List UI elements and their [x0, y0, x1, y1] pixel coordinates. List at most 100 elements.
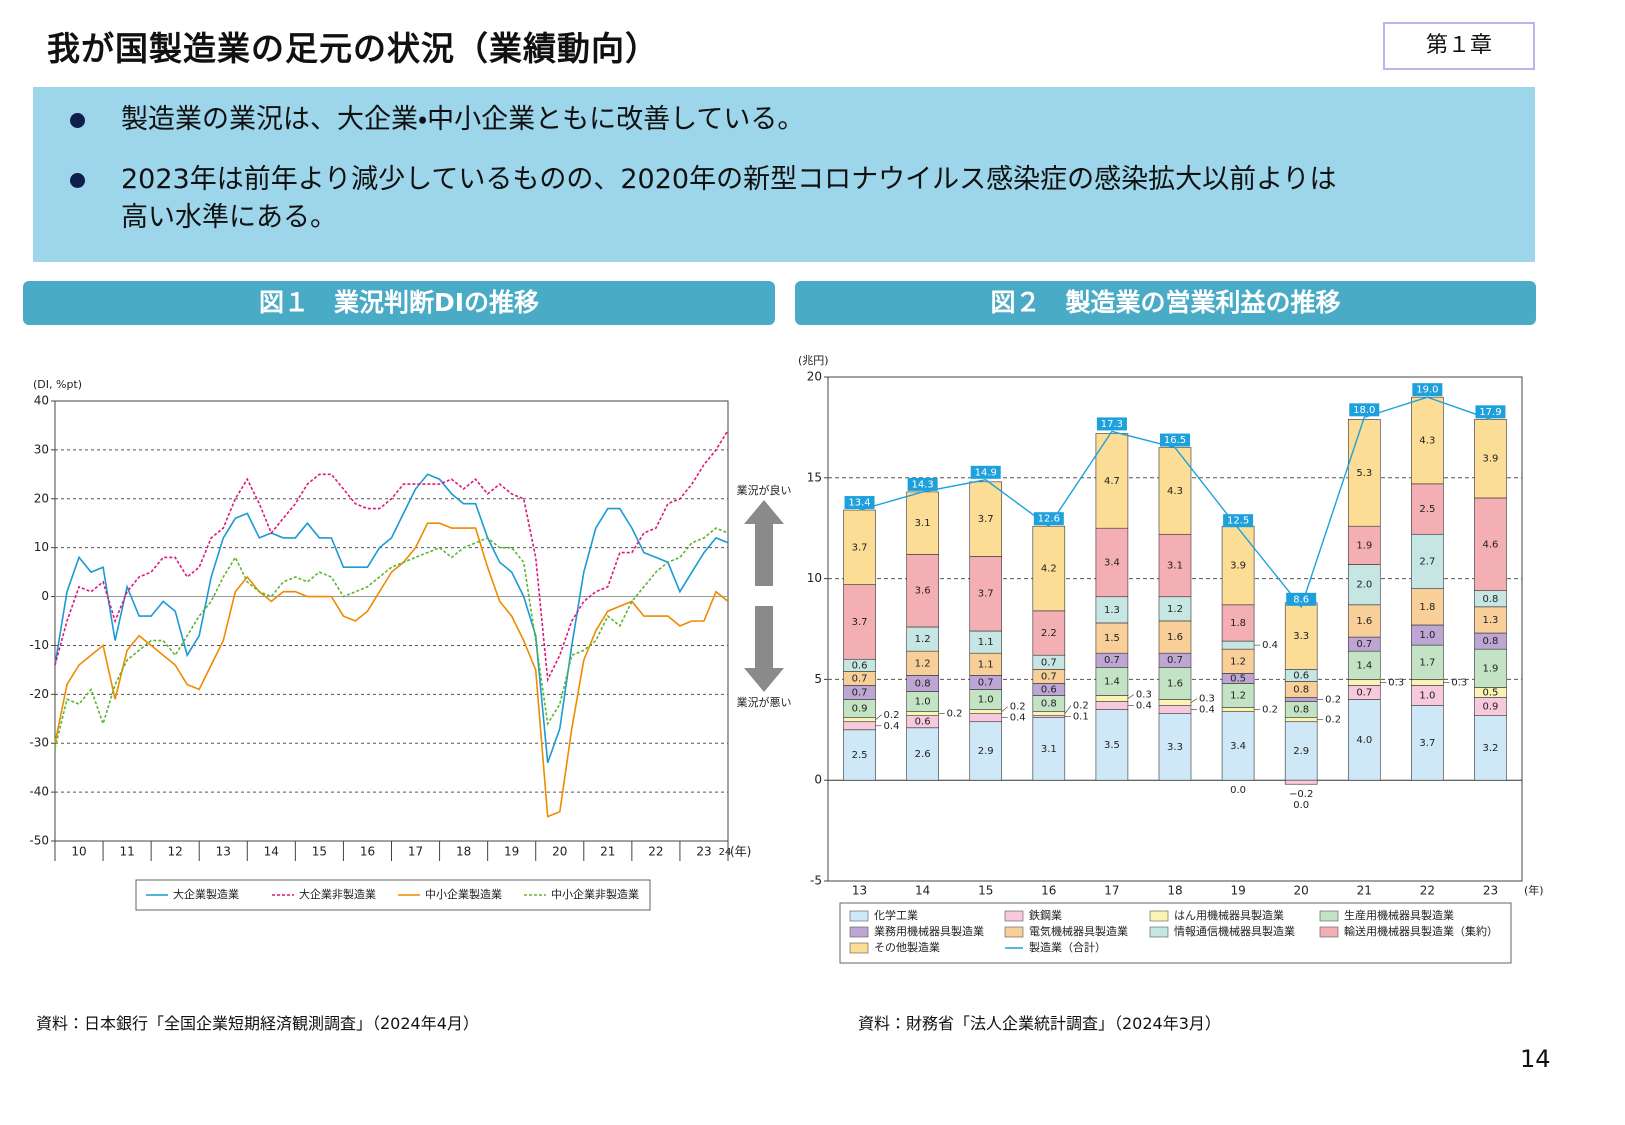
x-tick-label: 23 — [696, 845, 711, 859]
x-axis-label: (年) — [730, 845, 751, 859]
panel-title: 図２ 製造業の営業利益の推移 — [795, 281, 1536, 325]
value-label: 5.3 — [1356, 468, 1372, 479]
legend-label: 生産用機械器具製造業 — [1344, 908, 1454, 922]
bar-segment — [1032, 525, 1066, 612]
bar-segment — [1032, 715, 1066, 719]
x-tick-label: 12 — [168, 845, 183, 859]
legend — [135, 879, 651, 911]
value-label: 3.4 — [1230, 741, 1246, 752]
legend-label: 大企業製造業 — [173, 887, 239, 901]
legend-swatch — [1319, 910, 1339, 922]
legend — [839, 902, 1512, 964]
value-label: 4.6 — [1483, 539, 1499, 550]
bar-segment — [1158, 596, 1192, 622]
value-label: 3.4 — [1104, 557, 1120, 568]
bullet: 2023年は前年より減少しているものの、2020年の新型コロナウイルス感染症の感… — [33, 161, 1535, 237]
value-label: 1.6 — [1356, 616, 1372, 627]
x-tick-label: 20 — [1294, 884, 1309, 898]
value-label: 0.1 — [1073, 712, 1089, 723]
value-label: 0.4 — [1136, 701, 1152, 712]
bar-segment — [1032, 717, 1066, 781]
value-label: 1.6 — [1167, 678, 1183, 689]
bar-segment — [1284, 721, 1318, 781]
x-tick-label: 10 — [71, 845, 86, 859]
y-tick-label: -10 — [29, 638, 49, 652]
bar-segment — [1347, 604, 1381, 638]
legend-swatch — [1004, 910, 1024, 922]
x-tick-label: 19 — [1230, 884, 1245, 898]
y-tick-label: -20 — [29, 687, 49, 701]
total-label: 14.3 — [912, 479, 934, 490]
x-tick-label: 22 — [648, 845, 663, 859]
bullet-text: 2023年は前年より減少しているものの、2020年の新型コロナウイルス感染症の感… — [121, 164, 1337, 195]
x-tick-label: 15 — [312, 845, 327, 859]
value-label: 0.8 — [1483, 636, 1499, 647]
value-label: 0.7 — [1356, 688, 1372, 699]
value-label: 1.2 — [1167, 604, 1183, 615]
leader-line — [1064, 705, 1072, 714]
value-label: 1.1 — [978, 637, 994, 648]
bar-segment — [1474, 648, 1507, 688]
bar-segment — [1158, 620, 1192, 654]
legend-label: 製造業（合計） — [1029, 940, 1106, 954]
bar-segment — [1284, 717, 1318, 723]
total-badge — [1096, 417, 1127, 431]
bar-segment — [969, 709, 1003, 714]
bar-segment — [1474, 715, 1507, 781]
total-label: 19.0 — [1416, 385, 1438, 396]
plot-area — [54, 400, 729, 842]
bar-segment — [1221, 648, 1255, 674]
value-label: −0.2 — [1289, 789, 1313, 800]
value-label: 0.6 — [1293, 670, 1309, 681]
value-label: 0.8 — [1293, 705, 1309, 716]
x-tick-label: 23 — [1483, 884, 1498, 898]
value-label: 0.8 — [1483, 594, 1499, 605]
total-badge — [1349, 403, 1380, 417]
x-tick-label: 21 — [600, 845, 615, 859]
total-label: 14.9 — [975, 467, 997, 478]
total-label: 18.0 — [1353, 405, 1375, 416]
y-tick-label: 20 — [34, 491, 49, 505]
bar-segment — [1158, 699, 1192, 706]
value-label: 1.2 — [1230, 656, 1246, 667]
line-series — [54, 522, 729, 818]
x-tick-label: 17 — [408, 845, 423, 859]
value-label: 3.1 — [1167, 560, 1183, 571]
line-series — [54, 527, 729, 749]
bar-segment — [1347, 419, 1381, 527]
bar-segment — [1474, 606, 1507, 634]
bar-segment — [1411, 588, 1444, 626]
bar-segment — [906, 727, 939, 781]
bullet-list: 製造業の業況は、大企業・中小企業ともに改善している。 2023年は前年より減少して… — [33, 101, 1535, 237]
bar-segment — [1095, 622, 1129, 654]
value-label: 1.3 — [1483, 615, 1499, 626]
y-axis-label: (兆円) — [798, 354, 829, 367]
x-tick-label: 14 — [915, 884, 930, 898]
value-label: 1.3 — [1104, 605, 1120, 616]
value-label: 1.0 — [915, 697, 931, 708]
bar-segment — [843, 717, 876, 723]
legend-label: 輸送用機械器具製造業（集約） — [1344, 924, 1498, 938]
total-label: 12.6 — [1038, 514, 1060, 525]
value-label: 1.1 — [978, 659, 994, 670]
legend-label: 化学工業 — [874, 908, 918, 922]
bar-segment — [906, 626, 939, 652]
legend-swatch — [849, 926, 869, 938]
total-badge — [844, 496, 875, 510]
value-label: 0.8 — [1041, 699, 1057, 710]
bar-segment — [1284, 779, 1318, 785]
total-label: 17.9 — [1479, 407, 1501, 418]
total-badge — [1412, 383, 1443, 397]
legend-swatch — [1004, 926, 1024, 938]
value-label: 3.9 — [1483, 454, 1499, 465]
bar-segment — [1158, 705, 1192, 714]
legend-label: 大企業非製造業 — [299, 887, 376, 901]
value-label: 4.3 — [1167, 486, 1183, 497]
y-tick-label: 15 — [807, 470, 822, 484]
total-badge — [1223, 514, 1254, 528]
value-label: 1.8 — [1230, 618, 1246, 629]
x-tick-label: 14 — [264, 845, 279, 859]
value-label: 1.0 — [978, 695, 994, 706]
x-tick-label: 13 — [216, 845, 231, 859]
legend-swatch — [1149, 910, 1169, 922]
